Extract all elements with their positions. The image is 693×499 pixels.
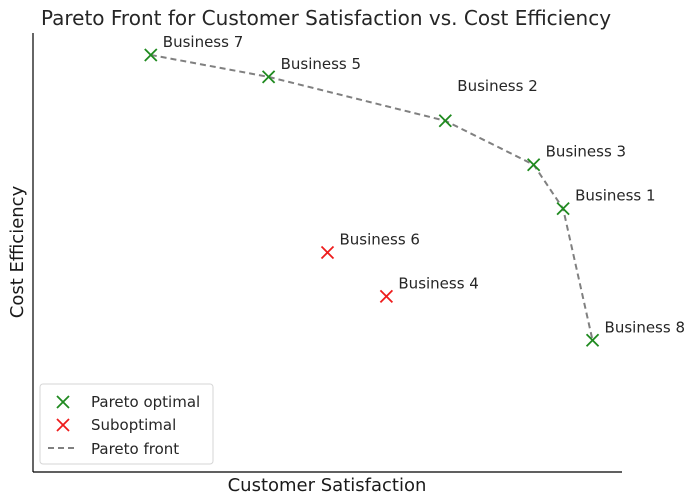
point-label-business-8: Business 8 <box>605 318 685 336</box>
point-marker-business-4 <box>379 289 394 304</box>
point-label-business-2: Business 2 <box>457 77 537 95</box>
y-axis-label: Cost Efficiency <box>7 185 28 318</box>
point-labels: Business 7 Business 5 Business 2 Business 3… <box>163 33 685 336</box>
legend-box <box>39 383 214 465</box>
point-marker-business-3 <box>527 158 541 172</box>
x-axis-label: Customer Satisfaction <box>228 475 427 496</box>
chart-title: Pareto Front for Customer Satisfaction v… <box>41 6 611 30</box>
pareto-front-line <box>150 53 594 341</box>
point-label-business-1: Business 1 <box>575 187 655 205</box>
point-label-business-4: Business 4 <box>398 274 478 292</box>
point-marker-business-2 <box>438 114 452 128</box>
point-marker-business-6 <box>320 245 335 260</box>
legend-pareto-x <box>56 395 70 409</box>
data-points <box>144 48 600 347</box>
point-marker-business-8 <box>585 333 600 347</box>
point-marker-business-1 <box>556 201 570 216</box>
legend-suboptimal-x <box>56 418 70 432</box>
point-label-business-7: Business 7 <box>163 33 243 51</box>
legend: Pareto optimal Suboptimal Pareto front <box>39 383 214 465</box>
point-marker-business-7 <box>144 48 158 62</box>
point-label-business-3: Business 3 <box>546 143 626 161</box>
point-label-business-6: Business 6 <box>340 231 420 249</box>
legend-pareto-label: Pareto optimal <box>91 393 200 411</box>
legend-suboptimal-marker <box>56 418 70 432</box>
legend-suboptimal-label: Suboptimal <box>91 416 176 434</box>
point-marker-business-5 <box>261 70 276 84</box>
legend-front-label: Pareto front <box>91 440 179 458</box>
point-label-business-5: Business 5 <box>281 55 361 73</box>
legend-pareto-marker <box>56 395 70 409</box>
axes <box>32 33 622 473</box>
